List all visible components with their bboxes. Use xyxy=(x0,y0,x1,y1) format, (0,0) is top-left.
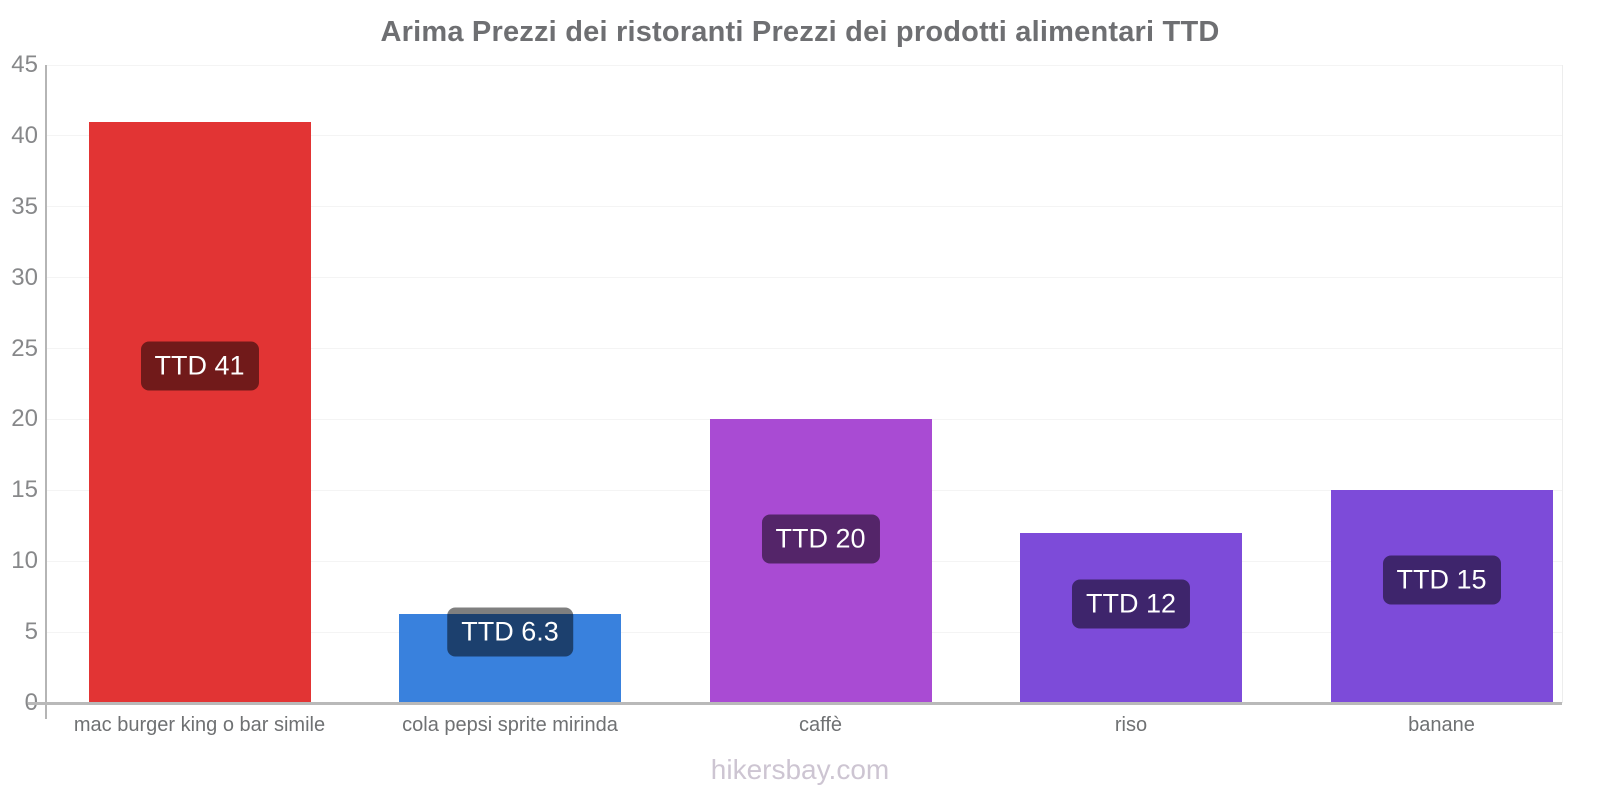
gridline xyxy=(45,277,1562,279)
y-tick-label: 25 xyxy=(11,334,38,362)
watermark-text: hikersbay.com xyxy=(710,754,890,785)
gridline xyxy=(45,64,1562,66)
x-axis-category-label: cola pepsi sprite mirinda xyxy=(402,714,618,736)
bar-value-label: TTD 6.3 xyxy=(447,607,573,657)
bar xyxy=(88,121,311,702)
bar-value-label: TTD 12 xyxy=(1071,579,1191,629)
y-tick-label: 5 xyxy=(24,618,38,646)
x-axis-category-label: riso xyxy=(1114,714,1148,736)
plot-right-border xyxy=(1562,65,1563,703)
y-tick-label: 40 xyxy=(11,121,38,149)
y-tick-label: 15 xyxy=(11,476,38,504)
bar-value-label: TTD 41 xyxy=(140,341,259,391)
bar-value-label: TTD 15 xyxy=(1382,555,1501,605)
gridline xyxy=(45,135,1562,137)
x-axis-category-label: caffè xyxy=(799,714,842,736)
y-tick-label: 10 xyxy=(11,547,38,575)
y-tick-label: 20 xyxy=(11,405,38,433)
bar-value-label: TTD 20 xyxy=(761,514,880,564)
y-tick-label: 35 xyxy=(11,192,38,220)
y-tick-label: 45 xyxy=(11,51,38,78)
gridline xyxy=(45,348,1562,350)
y-axis-line xyxy=(45,65,47,719)
x-axis-category-label: banane xyxy=(1408,714,1475,736)
x-axis-line xyxy=(28,702,1562,705)
x-axis-category-label: mac burger king o bar simile xyxy=(73,714,326,736)
gridline xyxy=(45,206,1562,208)
chart-title: Arima Prezzi dei ristoranti Prezzi dei p… xyxy=(380,16,1220,48)
y-tick-label: 30 xyxy=(11,263,38,291)
